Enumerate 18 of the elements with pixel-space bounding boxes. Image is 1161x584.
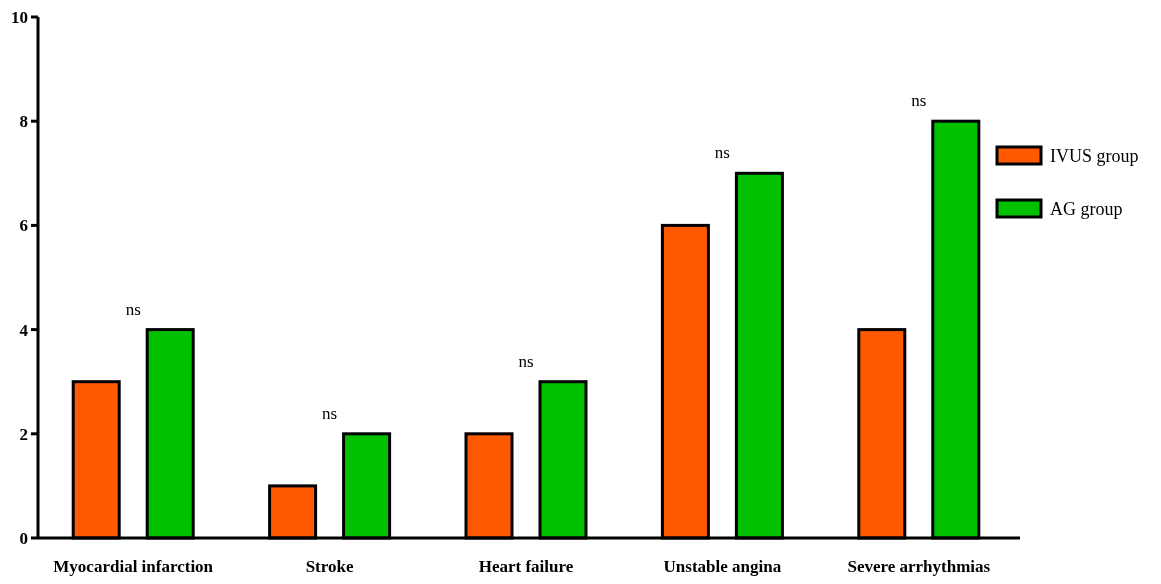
y-tick-label: 10: [11, 7, 28, 27]
x-tick-label: Myocardial infarction: [53, 557, 214, 576]
x-tick-label: Heart failure: [478, 557, 574, 576]
legend-label: IVUS group: [1050, 146, 1139, 167]
y-tick-label: 6: [19, 216, 28, 236]
annotation: ns: [714, 143, 730, 163]
annotation: ns: [322, 403, 338, 423]
x-tick-label: Stroke: [305, 557, 354, 576]
y-tick-label: 8: [19, 112, 28, 132]
y-tick-label: 2: [19, 424, 28, 444]
annotation: ns: [125, 299, 141, 319]
y-tick-label: 0: [19, 528, 28, 548]
annotation: ns: [518, 351, 534, 371]
legend-label: AG group: [1050, 199, 1123, 220]
annotation: ns: [911, 91, 927, 111]
x-tick-label: Severe arrhythmias: [847, 557, 991, 576]
x-tick-label: Unstable angina: [663, 557, 782, 576]
y-tick-label: 4: [19, 320, 29, 340]
